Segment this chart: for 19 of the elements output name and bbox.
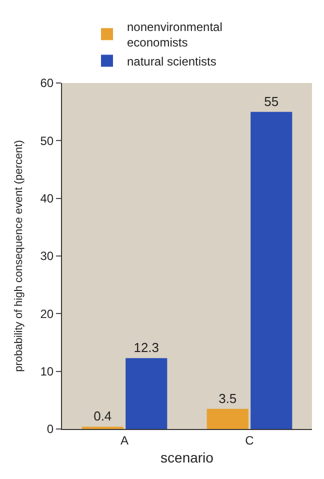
x-tick-label: C: [245, 433, 254, 448]
x-axis-title: scenario: [160, 450, 214, 466]
data-label: 3.5: [218, 390, 237, 406]
y-tick-label: 40: [40, 192, 54, 206]
bar: [250, 112, 292, 429]
y-tick-label: 50: [40, 134, 54, 148]
bar: [206, 408, 248, 429]
data-label: 0.4: [94, 408, 112, 424]
bar: [126, 358, 168, 429]
data-label: 12.3: [134, 340, 160, 356]
y-tick-label: 20: [40, 306, 54, 321]
legend-label: natural scientists: [127, 54, 216, 68]
y-axis-title: probability of high consequence event (percent): [12, 140, 25, 372]
x-tick-label: A: [120, 433, 129, 448]
data-label: 55: [264, 94, 279, 109]
y-tick-label: 60: [40, 76, 54, 90]
y-tick-label: 10: [40, 364, 54, 379]
y-tick-label: 30: [40, 249, 54, 264]
y-tick-label: 0: [46, 422, 54, 436]
